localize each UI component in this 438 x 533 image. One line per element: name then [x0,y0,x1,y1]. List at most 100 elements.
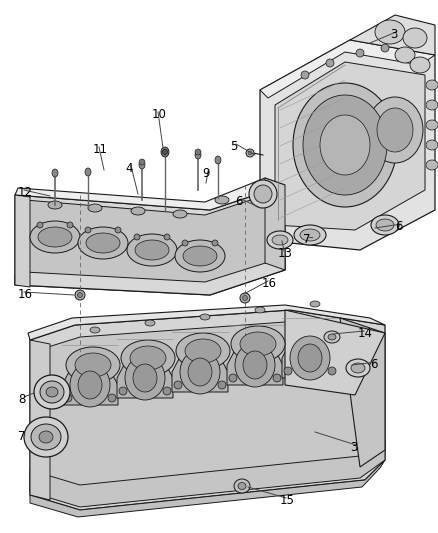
Ellipse shape [426,120,438,130]
Circle shape [164,234,170,240]
Ellipse shape [200,314,210,320]
Ellipse shape [377,108,413,152]
Polygon shape [30,340,50,500]
Polygon shape [260,40,435,98]
Polygon shape [45,322,375,493]
Ellipse shape [125,356,165,400]
Ellipse shape [290,336,330,380]
Ellipse shape [130,346,166,370]
Ellipse shape [131,207,145,215]
Ellipse shape [135,240,169,260]
Ellipse shape [272,235,288,245]
Ellipse shape [243,351,267,379]
Ellipse shape [395,47,415,63]
Ellipse shape [78,227,128,259]
Ellipse shape [403,28,427,48]
Ellipse shape [173,210,187,218]
Circle shape [273,374,281,382]
Circle shape [67,222,73,228]
Circle shape [240,293,250,303]
Text: 6: 6 [370,358,378,371]
Ellipse shape [46,387,58,397]
Ellipse shape [52,169,58,177]
Ellipse shape [70,363,110,407]
Ellipse shape [324,331,340,343]
Circle shape [78,293,82,297]
Circle shape [218,381,226,389]
Text: 8: 8 [18,393,25,406]
Ellipse shape [255,307,265,313]
Ellipse shape [235,343,275,387]
Circle shape [115,227,121,233]
Ellipse shape [39,431,53,443]
Circle shape [356,49,364,57]
Ellipse shape [188,358,212,386]
Text: 13: 13 [278,247,293,260]
Text: 3: 3 [350,441,357,454]
Ellipse shape [133,364,157,392]
Circle shape [326,59,334,67]
Ellipse shape [300,229,320,241]
Ellipse shape [240,332,276,356]
Circle shape [284,367,292,375]
Circle shape [37,222,43,228]
Circle shape [75,290,85,300]
Ellipse shape [127,234,177,266]
Ellipse shape [66,347,120,383]
Ellipse shape [30,221,80,253]
Text: 6: 6 [395,220,403,233]
Ellipse shape [48,201,62,209]
Ellipse shape [180,350,220,394]
Polygon shape [117,355,173,398]
Ellipse shape [139,161,145,169]
Polygon shape [172,349,228,392]
Text: 9: 9 [202,167,209,180]
Ellipse shape [85,168,91,176]
Ellipse shape [175,240,225,272]
Ellipse shape [75,353,111,377]
Polygon shape [260,40,435,250]
Ellipse shape [426,140,438,150]
Polygon shape [265,178,285,270]
Circle shape [134,234,140,240]
Text: 14: 14 [358,327,373,340]
Ellipse shape [267,231,293,249]
Circle shape [85,227,91,233]
Polygon shape [350,15,435,55]
Ellipse shape [31,424,61,450]
Ellipse shape [195,151,201,159]
Circle shape [119,387,127,395]
Ellipse shape [161,147,169,157]
Ellipse shape [303,95,387,195]
Text: 11: 11 [93,143,108,156]
Text: 16: 16 [262,277,277,290]
Circle shape [64,394,72,402]
Polygon shape [275,62,425,230]
Ellipse shape [34,375,70,409]
Text: 10: 10 [152,108,167,121]
Polygon shape [15,178,285,210]
Circle shape [381,44,389,52]
Ellipse shape [328,334,336,340]
Ellipse shape [215,196,229,204]
Text: 12: 12 [18,186,33,199]
Polygon shape [30,310,385,510]
Ellipse shape [176,333,230,369]
Ellipse shape [139,159,145,165]
Ellipse shape [426,160,438,170]
Ellipse shape [320,115,370,175]
Circle shape [163,387,171,395]
Circle shape [182,240,188,246]
Ellipse shape [90,327,100,333]
Ellipse shape [346,359,370,377]
Ellipse shape [253,184,267,192]
Ellipse shape [234,479,250,493]
Ellipse shape [38,227,72,247]
Circle shape [328,367,336,375]
Ellipse shape [185,339,221,363]
Circle shape [108,394,116,402]
Ellipse shape [40,381,64,403]
Polygon shape [15,195,30,287]
Ellipse shape [254,185,272,203]
Ellipse shape [294,225,326,245]
